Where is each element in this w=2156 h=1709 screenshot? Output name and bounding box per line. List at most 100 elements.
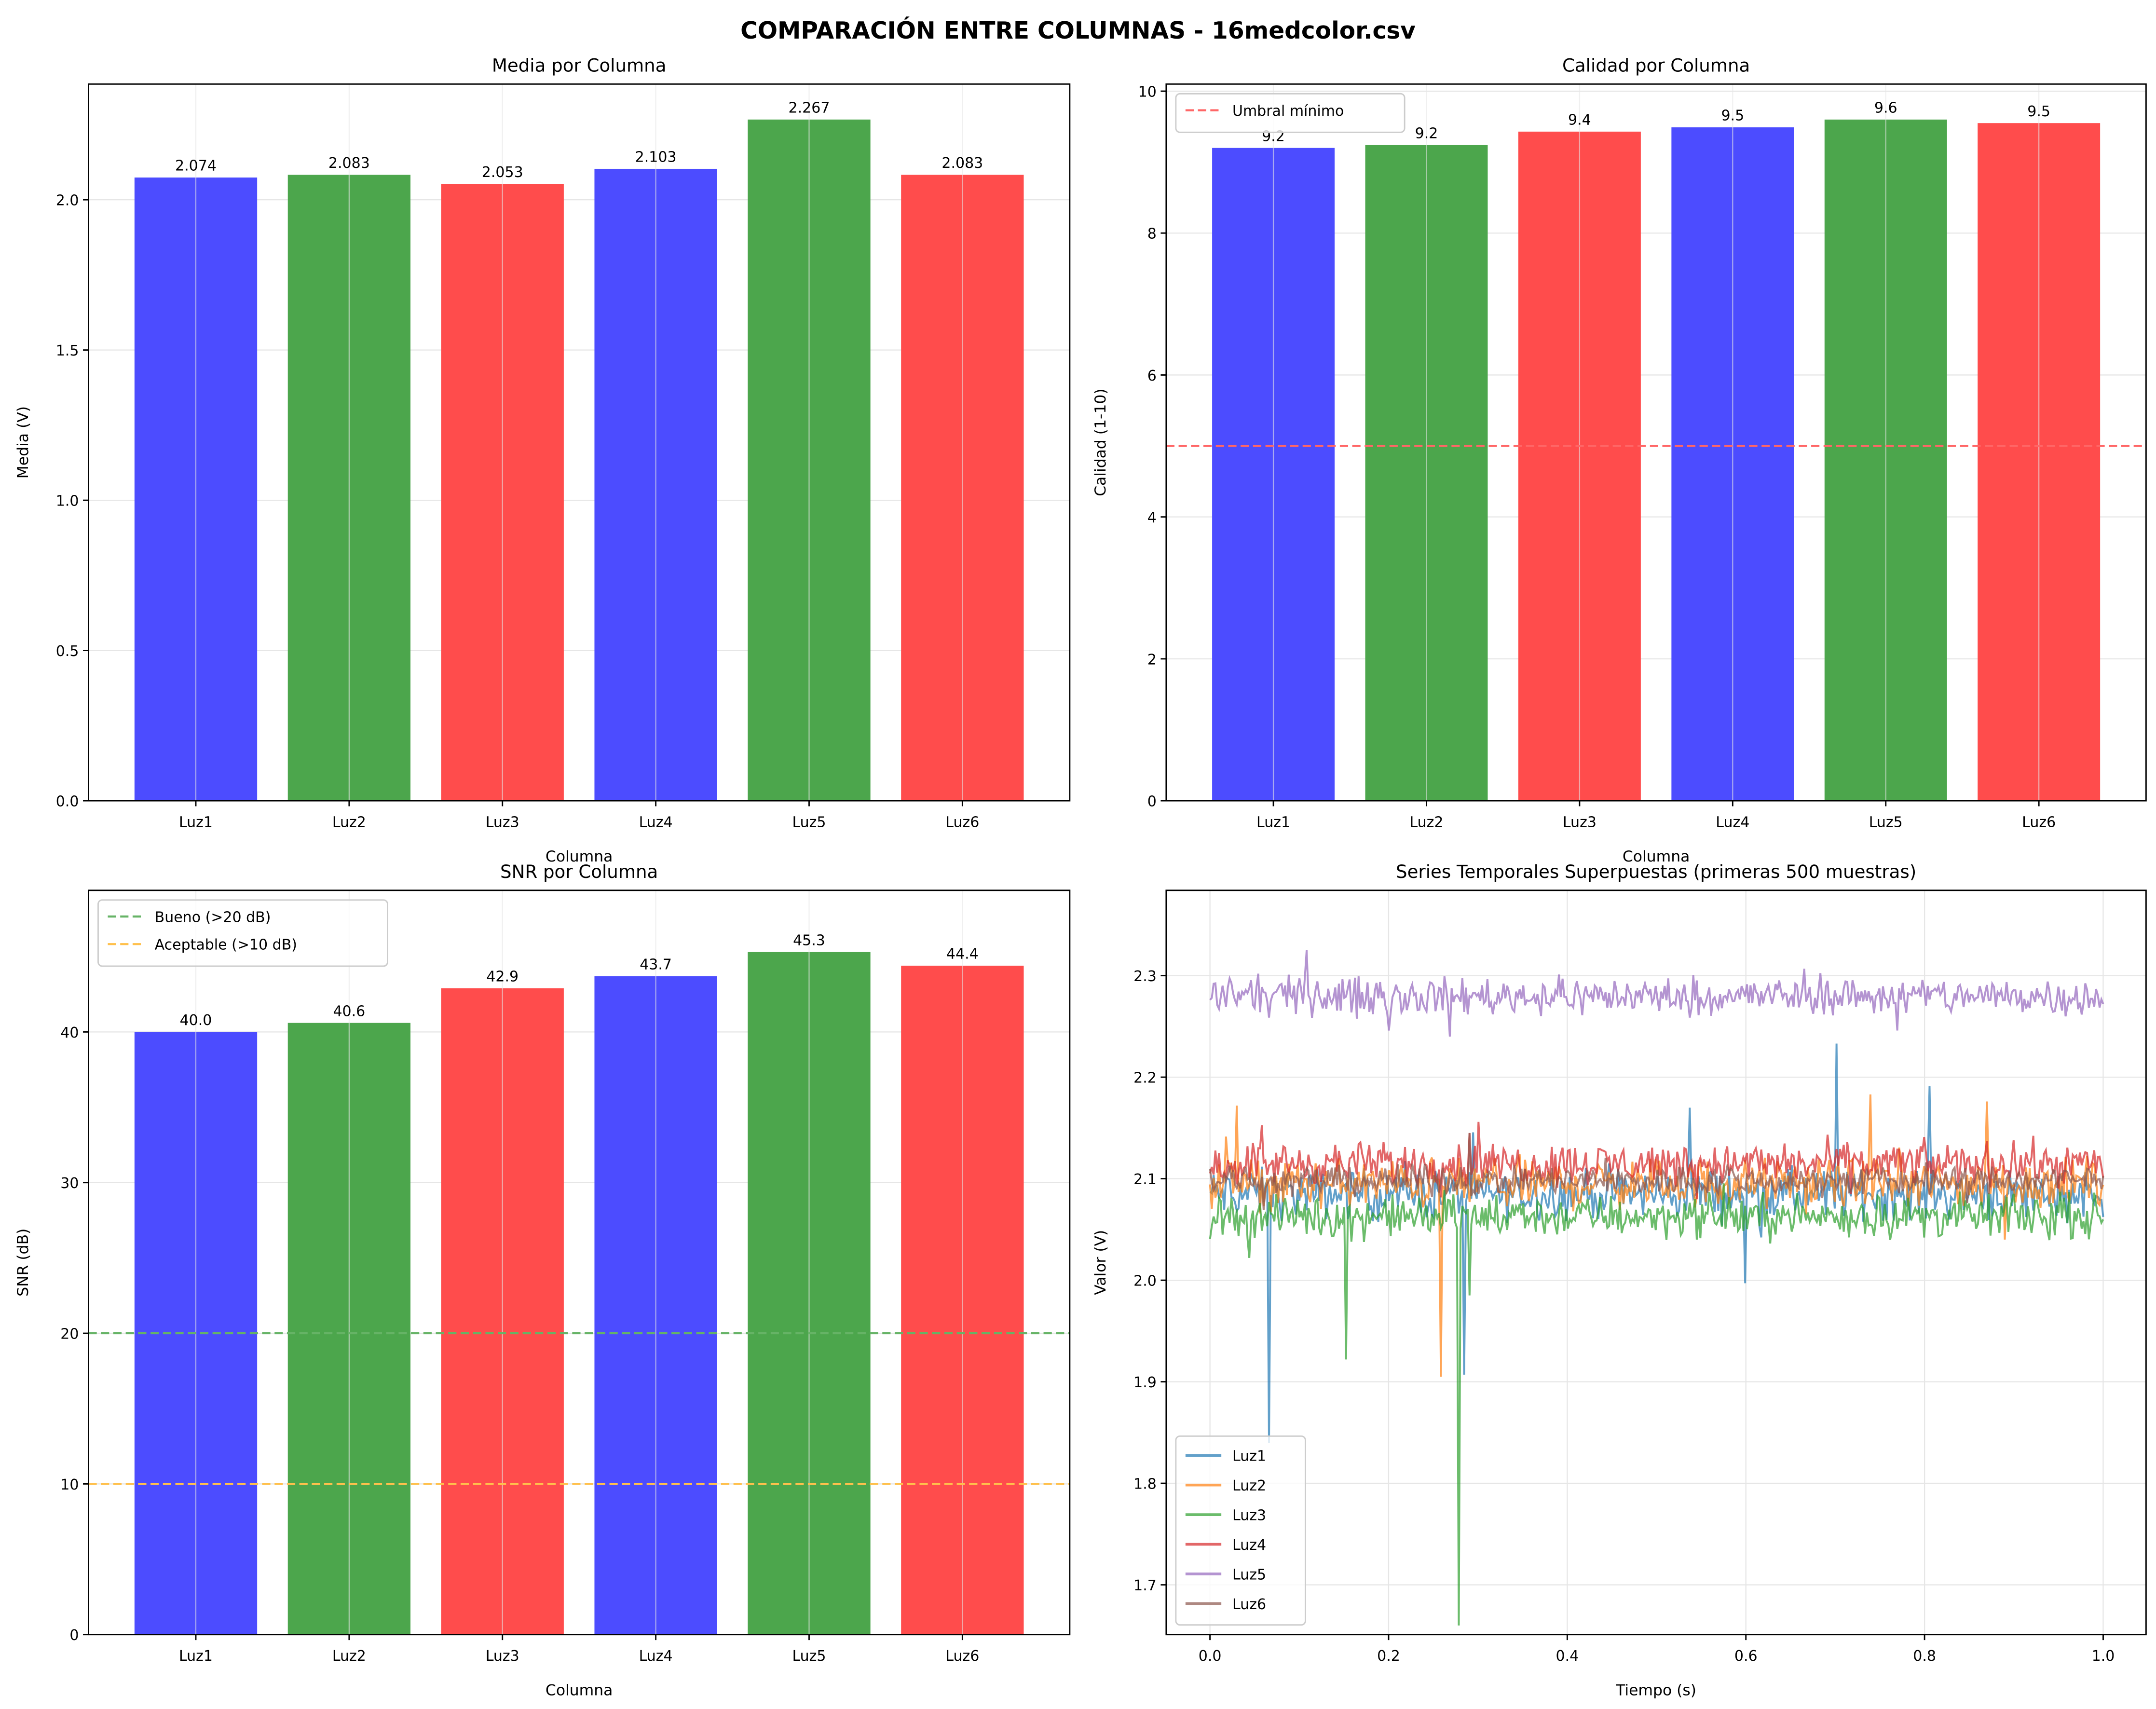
x-axis-label: Tiempo (s): [1615, 1682, 1696, 1699]
series-line-luz1: [1209, 1043, 2104, 1443]
y-tick-label: 2.2: [1133, 1070, 1157, 1087]
bar-value-label: 2.103: [635, 149, 677, 166]
x-tick-label: 1.0: [2092, 1648, 2115, 1665]
y-tick-label: 40: [60, 1025, 79, 1041]
series-line-luz6: [1209, 1133, 2104, 1210]
axes-frame: [1165, 83, 2147, 802]
x-tick-label: Luz6: [2022, 814, 2056, 831]
y-tick-label: 8: [1147, 226, 1157, 243]
series-line-luz3: [1209, 1183, 2104, 1626]
series-line-luz2: [1209, 1094, 2104, 1377]
y-tick-label: 6: [1147, 368, 1157, 384]
x-axis-label: Columna: [546, 1682, 613, 1699]
bar-value-label: 2.083: [942, 155, 983, 172]
legend-label: Luz6: [1232, 1596, 1266, 1613]
legend-label: Luz3: [1232, 1507, 1266, 1524]
y-tick-label: 2.3: [1133, 968, 1157, 985]
bar-value-label: 45.3: [793, 932, 825, 949]
bar-value-label: 43.7: [640, 957, 672, 973]
figure-title: COMPARACIÓN ENTRE COLUMNAS - 16medcolor.…: [740, 17, 1416, 44]
legend-label: Bueno (>20 dB): [155, 909, 271, 926]
x-tick-label: Luz3: [1563, 814, 1597, 831]
x-tick-label: Luz3: [486, 1648, 519, 1665]
x-tick-label: Luz5: [792, 1648, 826, 1665]
legend-box: [97, 899, 388, 967]
y-axis-label: SNR (dB): [14, 1229, 32, 1297]
x-tick-label: Luz4: [1716, 814, 1749, 831]
series-panel: Series Temporales Superpuestas (primeras…: [1092, 861, 2147, 1699]
panel-title: SNR por Columna: [500, 861, 658, 882]
y-tick-label: 20: [60, 1326, 79, 1342]
x-tick-label: Luz5: [792, 814, 826, 831]
legend-box: [1175, 1435, 1306, 1626]
bar-value-label: 9.4: [1568, 112, 1591, 129]
legend-label: Luz5: [1232, 1566, 1266, 1583]
y-tick-label: 1.7: [1133, 1577, 1157, 1594]
x-axis-label: Columna: [546, 848, 613, 865]
x-axis-label: Columna: [1623, 848, 1690, 865]
bar-value-label: 40.6: [333, 1003, 365, 1020]
y-tick-label: 1.5: [56, 342, 79, 359]
y-tick-label: 0: [69, 1627, 79, 1644]
bar-value-label: 42.9: [486, 969, 519, 985]
snr-panel: SNR por Columna Columna SNR (dB) 0 10 20 30 40 L…: [14, 861, 1071, 1699]
x-tick-label: Luz2: [332, 814, 366, 831]
x-tick-label: Luz2: [1409, 814, 1443, 831]
x-tick-label: Luz6: [945, 814, 979, 831]
x-tick-label: Luz4: [639, 814, 673, 831]
y-tick-label: 2.0: [56, 192, 79, 209]
legend-label: Aceptable (>10 dB): [155, 937, 297, 954]
bar-value-label: 2.074: [175, 158, 217, 175]
x-tick-label: Luz4: [639, 1648, 673, 1665]
y-tick-label: 0.0: [56, 793, 79, 810]
y-tick-label: 0: [1147, 793, 1157, 810]
y-tick-label: 2: [1147, 651, 1157, 668]
y-tick-label: 10: [60, 1477, 79, 1493]
x-tick-label: Luz3: [486, 814, 519, 831]
y-tick-label: 30: [60, 1175, 79, 1192]
bar-value-label: 9.5: [2027, 103, 2050, 120]
bar-value-label: 9.5: [1721, 108, 1744, 124]
axes-frame: [88, 83, 1071, 802]
y-tick-label: 2.1: [1133, 1171, 1157, 1188]
legend-label: Luz2: [1232, 1477, 1266, 1494]
panel-title: Calidad por Columna: [1562, 55, 1750, 76]
bar-value-label: 9.6: [1874, 100, 1897, 117]
panel-title: Series Temporales Superpuestas (primeras…: [1396, 861, 1916, 882]
legend-box: [1175, 93, 1405, 133]
y-tick-label: 4: [1147, 509, 1157, 526]
bar-value-label: 44.4: [946, 946, 979, 963]
axes-frame: [1165, 889, 2147, 1636]
legend-label: Luz1: [1232, 1448, 1266, 1465]
x-tick-label: 0.4: [1556, 1648, 1579, 1665]
media-panel: Media por Columna Columna Media (V) 0.0 0.5 1…: [14, 55, 1071, 865]
bar-value-label: 2.083: [328, 155, 370, 172]
bar-value-label: 2.053: [482, 164, 523, 181]
y-tick-label: 2.0: [1133, 1273, 1157, 1290]
y-tick-label: 10: [1138, 83, 1157, 100]
x-tick-label: Luz1: [179, 1648, 213, 1665]
y-tick-label: 0.5: [56, 643, 79, 660]
x-tick-label: 0.2: [1377, 1648, 1400, 1665]
x-tick-label: 0.6: [1734, 1648, 1758, 1665]
y-axis-label: Media (V): [14, 406, 32, 479]
x-tick-label: 0.0: [1199, 1648, 1222, 1665]
x-tick-label: Luz2: [332, 1648, 366, 1665]
calidad-panel: Calidad por Columna Columna Calidad (1-10)…: [1092, 55, 2147, 865]
bar-value-label: 9.2: [1415, 125, 1438, 142]
axes-frame: [88, 889, 1071, 1636]
legend-label: Umbral mínimo: [1232, 103, 1344, 120]
x-tick-label: 0.8: [1913, 1648, 1936, 1665]
bar-value-label: 2.267: [789, 100, 830, 117]
x-tick-label: Luz1: [1256, 814, 1290, 831]
panel-title: Media por Columna: [492, 55, 667, 76]
x-tick-label: Luz1: [179, 814, 213, 831]
y-axis-label: Valor (V): [1092, 1230, 1109, 1295]
y-axis-label: Calidad (1-10): [1092, 388, 1109, 496]
y-tick-label: 1.9: [1133, 1374, 1157, 1391]
series-line-luz4: [1209, 1121, 2104, 1200]
bar-value-label: 40.0: [180, 1012, 212, 1029]
y-tick-label: 1.8: [1133, 1476, 1157, 1493]
x-tick-label: Luz6: [945, 1648, 979, 1665]
